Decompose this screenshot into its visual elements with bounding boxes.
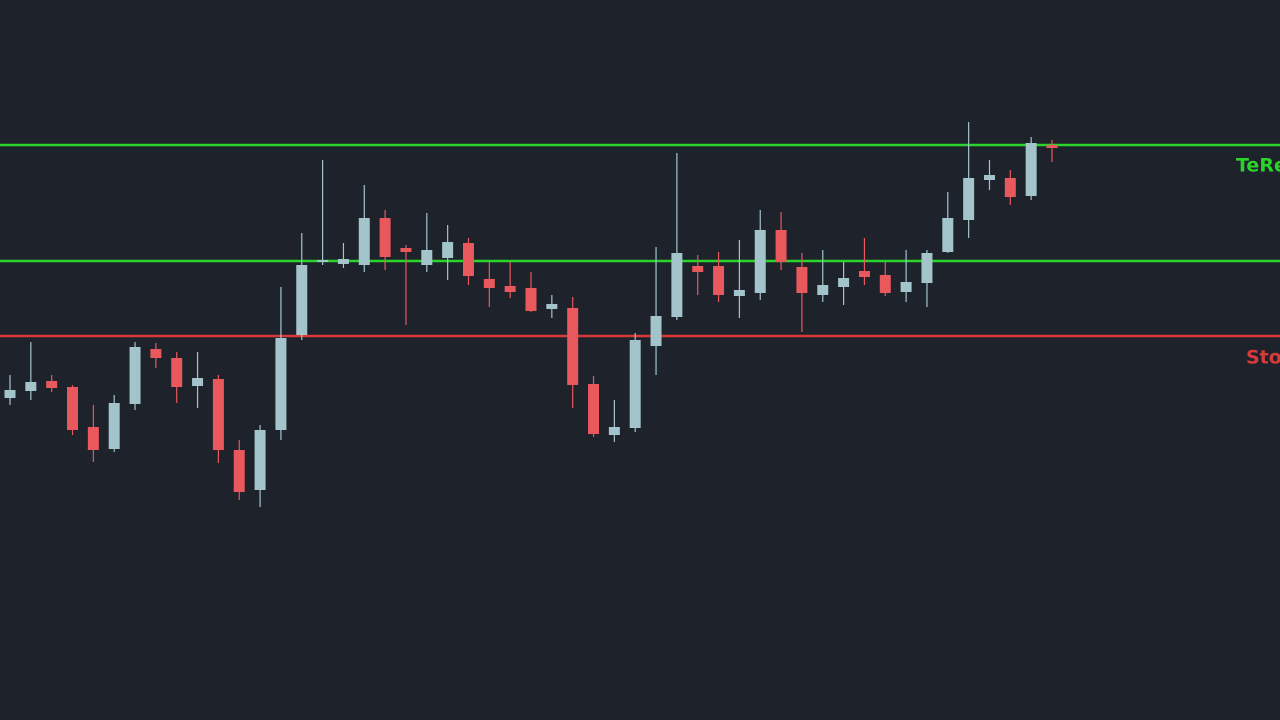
candle-body (671, 253, 683, 317)
candle-body (108, 403, 120, 449)
candle-body (275, 338, 287, 430)
candle-body (713, 266, 725, 295)
candle-body (629, 340, 641, 428)
candle-body (858, 271, 870, 277)
candle-body (46, 381, 58, 388)
candle-body (296, 265, 308, 335)
candle-body (754, 230, 766, 293)
candle-body (1004, 178, 1016, 197)
candle-body (1046, 145, 1058, 148)
candle-body (567, 308, 579, 385)
candle-body (796, 267, 808, 293)
candle-body (421, 250, 433, 265)
candle-body (483, 279, 495, 288)
candle-body (4, 390, 16, 398)
candle-body (129, 347, 141, 404)
candle-body (775, 230, 787, 262)
candle-body (462, 243, 474, 276)
candle-body (921, 253, 933, 283)
candle-body (192, 378, 204, 386)
candle-body (442, 242, 454, 258)
candle-body (942, 218, 954, 252)
level-label: TeRe (1236, 155, 1280, 177)
candle-body (400, 248, 412, 252)
candle-body (212, 379, 224, 450)
candle-body (504, 286, 516, 292)
candle-body (608, 427, 620, 435)
candle-body (379, 218, 391, 257)
candle-body (171, 358, 183, 387)
candle-body (25, 382, 37, 391)
candle-body (900, 282, 912, 292)
candle-body (150, 349, 162, 358)
candle-body (879, 275, 891, 293)
candle-body (733, 290, 745, 296)
candle-body (546, 304, 558, 309)
candle-body (650, 316, 662, 346)
candle-body (588, 384, 600, 434)
candle-body (317, 260, 329, 262)
candle-body (254, 430, 266, 490)
candle-body (67, 387, 79, 430)
candle-body (963, 178, 975, 220)
candle-body (1025, 143, 1037, 196)
candle-body (838, 278, 850, 287)
candle-body (358, 218, 370, 265)
candle-body (692, 266, 704, 272)
candle-body (87, 427, 99, 450)
candle-body (817, 285, 829, 295)
candle-body (525, 288, 537, 311)
candle-body (983, 175, 995, 180)
candle-body (337, 259, 349, 264)
level-label: Sto (1246, 347, 1280, 369)
candle-body (233, 450, 245, 492)
